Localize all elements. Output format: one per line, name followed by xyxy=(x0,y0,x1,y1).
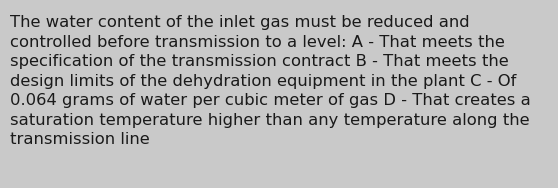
Text: The water content of the inlet gas must be reduced and
controlled before transmi: The water content of the inlet gas must … xyxy=(10,15,531,147)
